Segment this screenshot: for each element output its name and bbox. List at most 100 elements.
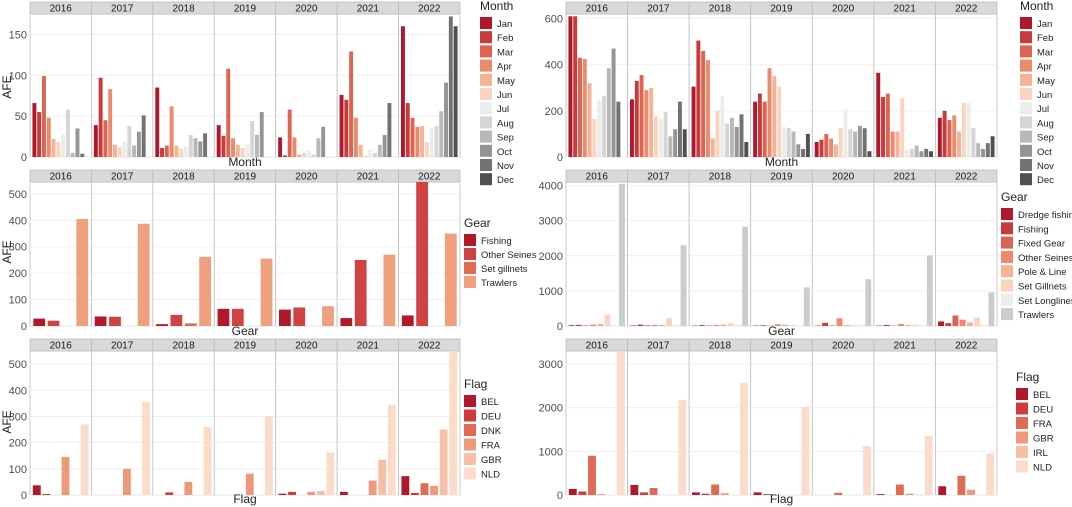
bar-set-gillnets: [850, 325, 857, 326]
bar-deu: [640, 492, 648, 495]
bar-set-gillnets: [184, 323, 197, 326]
y-tick-label: 100: [9, 70, 27, 82]
legend-title: Flag: [464, 377, 487, 391]
bar-gbr: [378, 459, 387, 495]
bar-jul: [658, 118, 663, 157]
legend-key: [480, 144, 492, 157]
bar-nld: [986, 453, 995, 495]
bar-oct: [75, 128, 80, 157]
legend-label: Nov: [497, 161, 514, 172]
bar-fixed-gear: [706, 325, 713, 326]
bar-nld: [80, 424, 89, 495]
legend-label: DEU: [481, 412, 501, 423]
bar-mar: [947, 120, 952, 157]
bar-other-seines: [354, 259, 367, 326]
bar-may: [772, 76, 777, 157]
facet-panel-2018: 2018: [152, 338, 215, 496]
chart-month-left: 0 50 100 150 2016 2017 2018 2019 2020 2021 2022 Mon…: [9, 0, 516, 186]
bar-fixed-gear: [829, 325, 836, 326]
bar-mar: [762, 101, 767, 157]
bar-fra: [123, 468, 131, 495]
bar-other-seines: [231, 308, 244, 326]
bar-jun: [56, 142, 61, 157]
bar-mar: [824, 133, 829, 157]
bar-fra: [184, 481, 193, 495]
bar-fishing: [217, 308, 230, 326]
facet-panel-2021: 2021: [336, 1, 399, 158]
bar-mar: [701, 50, 706, 157]
legend-gear-left: Gear Fishing Other Seines Set gillnets Trawl…: [464, 216, 537, 289]
bar-bel: [876, 494, 885, 495]
panel-background: [811, 181, 875, 327]
bar-nov: [862, 128, 867, 157]
bar-nov: [203, 133, 208, 157]
bar-feb: [819, 139, 824, 157]
facet-panel-2021: 2021: [336, 338, 399, 496]
legend-label: Feb: [497, 33, 513, 44]
facet-strip-label: 2020: [832, 341, 855, 352]
legend-key: [1016, 388, 1028, 400]
x-axis-title: Flag: [233, 492, 256, 506]
bar-bel: [278, 493, 287, 495]
bar-bel: [401, 476, 410, 495]
y-tick-label: 150: [9, 29, 27, 41]
legend-key: [464, 248, 476, 260]
bar-nld: [449, 351, 458, 495]
bar-jul: [966, 102, 971, 157]
y-tick-label: 0: [557, 490, 563, 502]
facet-strip-label: 2016: [586, 341, 609, 352]
bar-fishing: [401, 315, 414, 326]
bar-nld: [678, 399, 687, 495]
x-axis-title: Gear: [768, 324, 795, 338]
bar-trawlers: [137, 223, 150, 326]
y-tick-label: 3000: [539, 359, 563, 371]
bar-deu: [165, 492, 174, 495]
legend-key: [480, 88, 492, 100]
legend-key: [464, 395, 476, 407]
bar-may: [51, 139, 56, 157]
facet-panel-2018: 2018: [688, 338, 752, 496]
bar-set-gillnets: [727, 323, 734, 326]
bar-may: [710, 138, 715, 157]
legend-label: Jan: [497, 19, 512, 30]
legend-label: May: [1037, 76, 1055, 87]
bar-set-gillnets: [789, 324, 796, 326]
legend-label: FRA: [481, 441, 501, 452]
bar-fra: [430, 485, 438, 495]
facet-strip-label: 2018: [172, 341, 195, 352]
bar-apr: [415, 126, 420, 157]
bar-nld: [616, 351, 625, 495]
bar-may: [587, 83, 592, 157]
bar-fishing: [156, 324, 168, 326]
bar-feb: [634, 80, 639, 157]
bar-fishing: [883, 324, 890, 326]
bar-sep: [255, 134, 259, 157]
legend-label: Trawlers: [1018, 310, 1054, 321]
panel-background: [627, 181, 690, 327]
legend-label: GBR: [1033, 434, 1054, 445]
bar-sep: [729, 117, 734, 157]
legend-flag-right: Flag BEL DEU FRA GBR IRL NLD: [1016, 370, 1054, 474]
bar-aug: [602, 95, 606, 157]
bar-sep: [853, 131, 858, 157]
y-tick-label: 400: [545, 60, 563, 72]
facet-panel-2018: 2018: [152, 169, 215, 327]
bar-gbr: [905, 493, 914, 495]
legend-key: [1020, 116, 1032, 129]
legend-label: NLD: [481, 470, 500, 481]
bar-mar: [287, 109, 292, 157]
legend-label: Mar: [497, 47, 513, 58]
bar-jan: [339, 94, 344, 157]
bar-sep: [439, 111, 444, 157]
bar-bel: [340, 491, 348, 495]
bar-jan: [278, 137, 283, 157]
bar-jan: [568, 16, 573, 157]
facet-panel-2020: 2020: [811, 169, 875, 327]
bar-pole-line: [782, 324, 789, 326]
facet-strip: [935, 338, 998, 352]
legend-title: Month: [1020, 0, 1053, 13]
bar-jun: [777, 86, 782, 157]
facet-panel-2022: 2022: [398, 1, 461, 158]
bar-jun: [715, 110, 720, 157]
bar-sep: [316, 138, 321, 157]
